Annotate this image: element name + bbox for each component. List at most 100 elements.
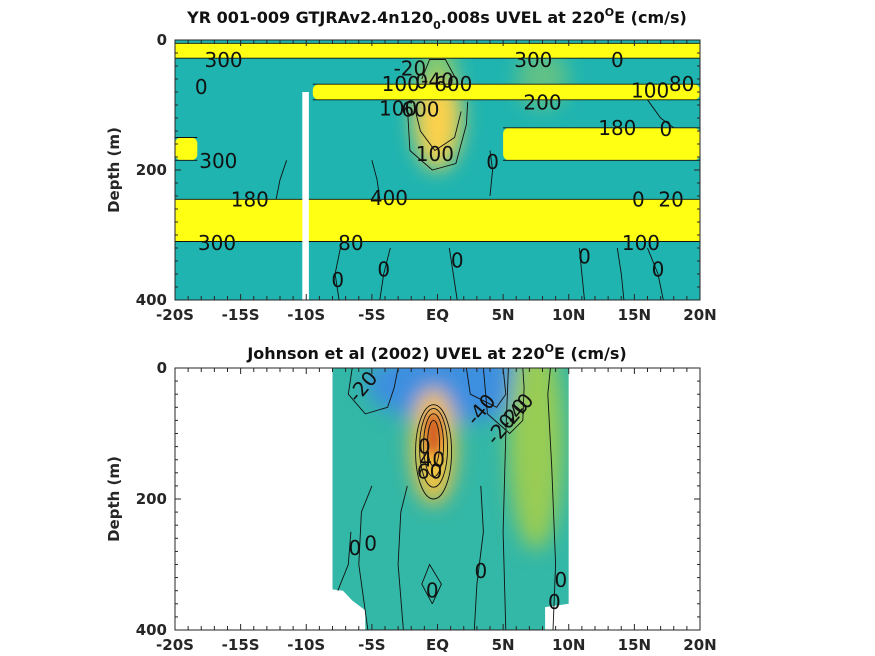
contour-line — [421, 563, 442, 605]
contour-label: 100 — [379, 96, 417, 120]
contour-line — [413, 104, 462, 152]
contour-line — [421, 59, 457, 80]
panel-observed: Johnson et al (2002) UVEL at 220OE (cm/s… — [105, 342, 717, 654]
saturated-band — [503, 127, 700, 161]
x-tick-label: 10N — [552, 306, 585, 324]
contour-label: 300 — [199, 149, 237, 173]
panel-model-title-superscript: O — [605, 6, 614, 19]
contour-line — [358, 485, 373, 630]
panel-model-bands — [175, 43, 700, 242]
panel-model-missing-data-gap — [302, 92, 309, 300]
saturated-band — [175, 137, 198, 161]
contour-label: 0 — [415, 70, 428, 94]
panel-observed-title: Johnson et al (2002) UVEL at 220OE (cm/s… — [246, 342, 626, 363]
contour-line — [334, 247, 341, 300]
contour-label: 0 — [652, 257, 665, 281]
contour-label: 0 — [548, 590, 561, 614]
contour-label: 180 — [231, 187, 269, 211]
contour-line — [397, 485, 408, 630]
contour-line — [647, 247, 664, 300]
contour-label: 300 — [204, 48, 242, 72]
contour-line — [482, 368, 525, 435]
x-tick-label: 15N — [618, 306, 651, 324]
saturated-band — [175, 43, 700, 59]
contour-label: 180 — [598, 116, 636, 140]
contour-label: 0 — [611, 48, 624, 72]
contour-label: 60 — [417, 459, 442, 483]
contour-label: 600 — [401, 98, 439, 122]
contour-label: 100 — [622, 231, 660, 255]
contour-label: 0 — [451, 248, 464, 272]
saturated-band — [175, 199, 700, 242]
contour-label: 40 — [420, 448, 445, 472]
contour-label: 100 — [631, 79, 669, 103]
contour-label: 100 — [416, 142, 454, 166]
contour-label: 0 — [331, 268, 344, 292]
no-data-east — [568, 368, 700, 630]
y-tick-label: 0 — [157, 359, 167, 377]
contour-line — [578, 247, 585, 300]
contour-line — [473, 485, 484, 630]
x-tick-label: 5N — [492, 636, 515, 654]
panel-model-title: YR 001-009 GTJRAv2.4n1200.008s UVEL at 2… — [186, 6, 687, 32]
contour-label: 0 — [195, 75, 208, 99]
contour-line — [465, 368, 507, 408]
panel-model-axis-ticks: -20S -15S -10S -5S EQ 5N 10N 15N 20N 0 200 400 — [136, 31, 717, 324]
core-center-shading-group — [425, 411, 442, 456]
contour-label: 0 — [348, 536, 361, 560]
panel-model-title-main: YR 001-009 GTJRAv2.4n120 — [186, 8, 433, 27]
contour-line — [489, 150, 494, 197]
x-tick-label: -15S — [222, 636, 260, 654]
undercurrent-center-shading — [425, 411, 442, 456]
contour-line — [647, 99, 675, 129]
contour-label: 0 — [418, 435, 431, 459]
x-tick-label: -10S — [287, 306, 325, 324]
contour-line — [406, 101, 469, 171]
panel-model-y-axis-label: Depth (m) — [105, 127, 123, 213]
contour-label: 300 — [514, 48, 552, 72]
x-tick-label: -20S — [156, 306, 194, 324]
x-tick-label: -10S — [287, 636, 325, 654]
x-tick-label: EQ — [426, 306, 449, 324]
contour-label: 200 — [523, 90, 561, 114]
y-tick-label: 0 — [157, 31, 167, 49]
contour-line — [448, 247, 458, 300]
y-tick-label: 200 — [136, 490, 167, 508]
x-tick-label: -5S — [358, 306, 385, 324]
saturated-band — [312, 84, 700, 100]
contour-line — [502, 368, 509, 630]
panel-model-title-end: E (cm/s) — [614, 8, 687, 27]
contour-line — [371, 160, 381, 200]
contour-label: 0 — [486, 150, 499, 174]
contour-label: 400 — [370, 186, 408, 210]
panel-observed-title-main: Johnson et al (2002) UVEL at 220 — [246, 344, 544, 363]
contour-label: 0 — [377, 257, 390, 281]
x-tick-label: 10N — [552, 636, 585, 654]
contour-label: 0 — [426, 579, 439, 603]
x-tick-label: 20N — [683, 636, 716, 654]
eastward-jet-shading — [507, 368, 564, 551]
contour-label: 0 — [474, 559, 487, 583]
x-tick-label: 20N — [683, 306, 716, 324]
contour-label: 80 — [669, 72, 694, 96]
panel-observed-title-superscript: O — [545, 342, 554, 355]
contour-line — [275, 160, 288, 200]
x-tick-label: 5N — [492, 306, 515, 324]
panel-model-title-mid: .008s UVEL at 220 — [441, 8, 605, 27]
contour-label: -20 — [394, 57, 427, 81]
no-data-west — [175, 368, 333, 630]
contour-line — [347, 368, 399, 415]
panel-observed-y-axis-label: Depth (m) — [105, 456, 123, 542]
contour-line — [415, 404, 453, 500]
contour-label: 600 — [434, 72, 472, 96]
x-tick-label: -20S — [156, 636, 194, 654]
contour-line — [423, 413, 445, 478]
contour-line — [427, 419, 441, 467]
x-tick-label: -15S — [222, 306, 260, 324]
contour-label: 100 — [382, 72, 420, 96]
contour-label: 0 — [364, 532, 377, 556]
x-tick-label: EQ — [426, 636, 449, 654]
